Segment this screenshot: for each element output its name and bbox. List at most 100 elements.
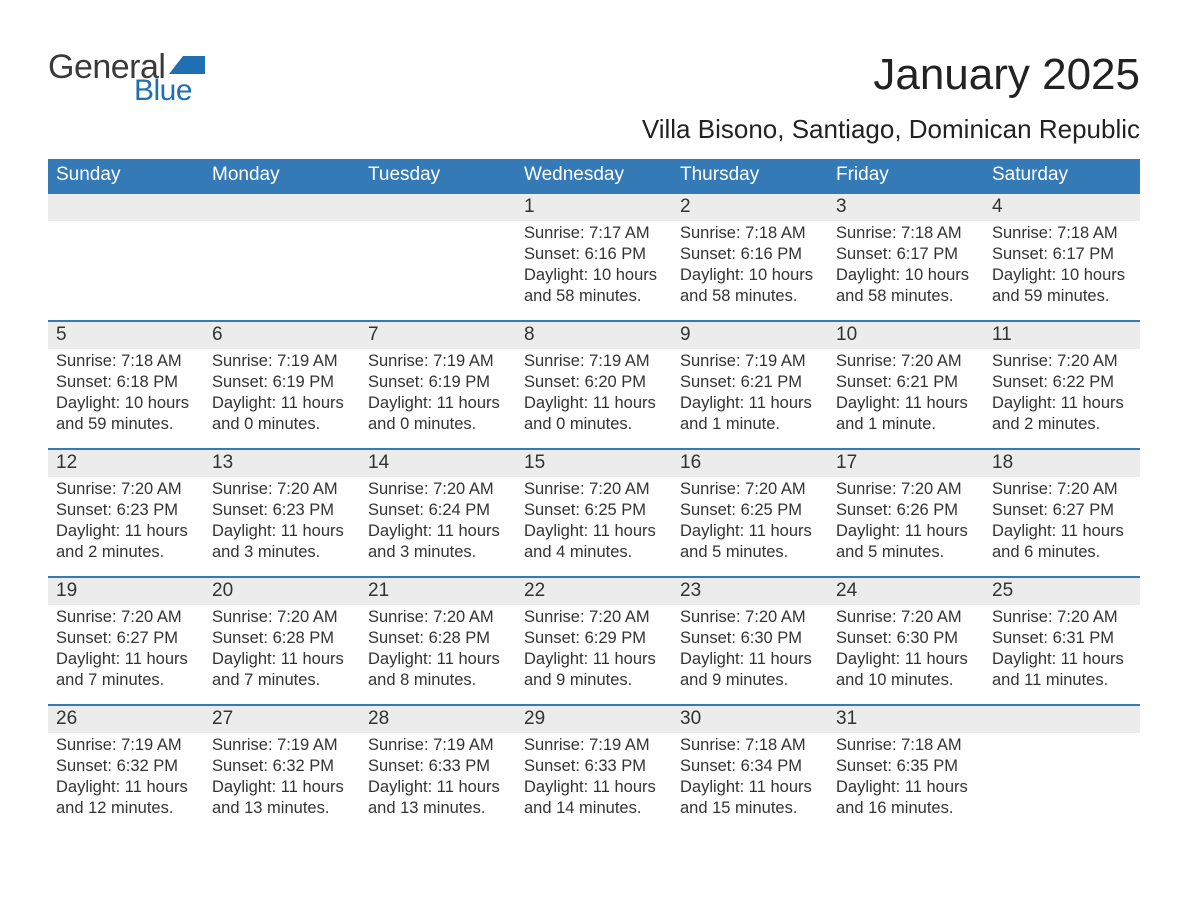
day-number: 9 xyxy=(672,322,828,349)
sunrise-line: Sunrise: 7:20 AM xyxy=(56,479,196,500)
day-detail: Sunrise: 7:20 AMSunset: 6:27 PMDaylight:… xyxy=(48,605,204,691)
calendar-day-cell: 5Sunrise: 7:18 AMSunset: 6:18 PMDaylight… xyxy=(48,322,204,448)
daylight-label: Daylight: xyxy=(992,650,1056,668)
sunset-value: 6:18 PM xyxy=(117,373,178,391)
sunrise-label: Sunrise: xyxy=(680,480,741,498)
calendar-week-row: 26 Sunrise: 7:19 AM Sunset: 6:32 PM Dayligh… xyxy=(48,704,1140,832)
sunrise-label: Sunrise: xyxy=(368,608,429,626)
calendar-week-row: 19Sunrise: 7:20 AMSunset: 6:27 PMDayligh… xyxy=(48,576,1140,704)
calendar-day-cell: 11Sunrise: 7:20 AMSunset: 6:22 PMDayligh… xyxy=(984,322,1140,448)
sunrise-value: 7:18 AM xyxy=(745,736,806,754)
day-number: 14 xyxy=(360,450,516,477)
sunrise-label: Sunrise: xyxy=(680,352,741,370)
day-detail: Sunrise: 7:18 AMSunset: 6:17 PMDaylight:… xyxy=(984,221,1140,307)
sunset-value: 6:19 PM xyxy=(429,373,490,391)
sunrise-line: Sunrise: 7:20 AM xyxy=(56,607,196,628)
daylight-line: Daylight: 11 hours and 1 minute. xyxy=(680,393,820,435)
daylight-line: Daylight: 11 hours and 1 minute. xyxy=(836,393,976,435)
daylight-label: Daylight: xyxy=(56,650,120,668)
sunset-line: Sunset: 6:21 PM xyxy=(680,372,820,393)
calendar-day-cell: 6Sunrise: 7:19 AMSunset: 6:19 PMDaylight… xyxy=(204,322,360,448)
sunset-value: 6:19 PM xyxy=(273,373,334,391)
calendar-day-cell: 24Sunrise: 7:20 AMSunset: 6:30 PMDayligh… xyxy=(828,578,984,704)
day-detail: Sunrise: 7:20 AMSunset: 6:21 PMDaylight:… xyxy=(828,349,984,435)
sunrise-line: Sunrise: 7:20 AM xyxy=(680,479,820,500)
calendar-day-cell: 29Sunrise: 7:19 AMSunset: 6:33 PMDayligh… xyxy=(516,706,672,832)
sunrise-value: 7:18 AM xyxy=(121,352,182,370)
calendar-day-cell: 27Sunrise: 7:19 AMSunset: 6:32 PMDayligh… xyxy=(204,706,360,832)
day-number: 17 xyxy=(828,450,984,477)
day-number: 31 xyxy=(828,706,984,733)
daylight-label: Daylight: xyxy=(680,266,744,284)
sunrise-label: Sunrise: xyxy=(524,608,585,626)
daylight-label: Daylight: xyxy=(836,266,900,284)
day-number: 25 xyxy=(984,578,1140,605)
day-number: 4 xyxy=(984,194,1140,221)
calendar-day-cell: 23Sunrise: 7:20 AMSunset: 6:30 PMDayligh… xyxy=(672,578,828,704)
sunrise-label: Sunrise: xyxy=(368,352,429,370)
day-detail: Sunrise: 7:20 AMSunset: 6:22 PMDaylight:… xyxy=(984,349,1140,435)
sunrise-label: Sunrise: xyxy=(992,480,1053,498)
daylight-label: Daylight: xyxy=(680,778,744,796)
sunset-value: 6:23 PM xyxy=(117,501,178,519)
sunset-line: Sunset: 6:28 PM xyxy=(368,628,508,649)
daylight-line: Daylight: 11 hours and 9 minutes. xyxy=(680,649,820,691)
sunset-label: Sunset: xyxy=(680,245,736,263)
sunset-line: Sunset: 6:30 PM xyxy=(836,628,976,649)
daylight-label: Daylight: xyxy=(212,522,276,540)
sunrise-label: Sunrise: xyxy=(836,608,897,626)
calendar-day-cell: 19Sunrise: 7:20 AMSunset: 6:27 PMDayligh… xyxy=(48,578,204,704)
daylight-line: Daylight: 10 hours and 58 minutes. xyxy=(680,265,820,307)
sunrise-label: Sunrise: xyxy=(212,736,273,754)
calendar-day-cell: 16Sunrise: 7:20 AMSunset: 6:25 PMDayligh… xyxy=(672,450,828,576)
sunrise-label: Sunrise: xyxy=(992,224,1053,242)
sunrise-value: 7:20 AM xyxy=(1057,352,1118,370)
calendar-day-cell: 13Sunrise: 7:20 AMSunset: 6:23 PMDayligh… xyxy=(204,450,360,576)
brand-logo: General Blue xyxy=(48,50,209,106)
calendar-day-cell: 8Sunrise: 7:19 AMSunset: 6:20 PMDaylight… xyxy=(516,322,672,448)
sunrise-value: 7:20 AM xyxy=(901,352,962,370)
daylight-line: Daylight: 10 hours and 58 minutes. xyxy=(836,265,976,307)
daylight-line: Daylight: 10 hours and 59 minutes. xyxy=(992,265,1132,307)
sunset-value: 6:23 PM xyxy=(273,501,334,519)
sunrise-value: 7:18 AM xyxy=(901,224,962,242)
calendar-day-cell: 1Sunrise: 7:17 AMSunset: 6:16 PMDaylight… xyxy=(516,194,672,320)
sunset-value: 6:34 PM xyxy=(741,757,802,775)
sunrise-value: 7:20 AM xyxy=(433,480,494,498)
sunrise-value: 7:19 AM xyxy=(433,736,494,754)
sunset-line: Sunset: 6:23 PM xyxy=(212,500,352,521)
day-number: 2 xyxy=(672,194,828,221)
daylight-line: Daylight: 11 hours and 15 minutes. xyxy=(680,777,820,819)
day-number: 26 xyxy=(48,706,204,733)
daylight-label: Daylight: xyxy=(836,394,900,412)
sunset-line: Sunset: 6:17 PM xyxy=(836,244,976,265)
sunset-value: 6:17 PM xyxy=(897,245,958,263)
day-detail: Sunrise: 7:18 AMSunset: 6:35 PMDaylight:… xyxy=(828,733,984,819)
sunrise-line: Sunrise: 7:18 AM xyxy=(992,223,1132,244)
header: General Blue January 2025 Villa Bisono, … xyxy=(48,50,1140,145)
sunset-label: Sunset: xyxy=(680,501,736,519)
sunset-label: Sunset: xyxy=(836,757,892,775)
day-number: 20 xyxy=(204,578,360,605)
sunset-value: 6:27 PM xyxy=(1053,501,1114,519)
calendar-body: 1Sunrise: 7:17 AMSunset: 6:16 PMDaylight… xyxy=(48,192,1140,832)
sunset-value: 6:32 PM xyxy=(273,757,334,775)
sunrise-label: Sunrise: xyxy=(212,608,273,626)
daylight-label: Daylight: xyxy=(212,778,276,796)
sunset-label: Sunset: xyxy=(680,629,736,647)
sunset-line: Sunset: 6:32 PM xyxy=(56,756,196,777)
day-number: 6 xyxy=(204,322,360,349)
sunrise-line: Sunrise: 7:18 AM xyxy=(56,351,196,372)
sunset-value: 6:33 PM xyxy=(585,757,646,775)
sunset-line: Sunset: 6:22 PM xyxy=(992,372,1132,393)
sunrise-value: 7:19 AM xyxy=(277,352,338,370)
sunset-line: Sunset: 6:30 PM xyxy=(680,628,820,649)
daylight-line: Daylight: 11 hours and 0 minutes. xyxy=(368,393,508,435)
daylight-line: Daylight: 11 hours and 13 minutes. xyxy=(212,777,352,819)
day-detail: Sunrise: 7:20 AMSunset: 6:25 PMDaylight:… xyxy=(672,477,828,563)
sunrise-value: 7:20 AM xyxy=(589,480,650,498)
day-number xyxy=(360,194,516,221)
sunrise-label: Sunrise: xyxy=(680,608,741,626)
day-detail: Sunrise: 7:19 AMSunset: 6:19 PMDaylight:… xyxy=(204,349,360,435)
day-detail: Sunrise: 7:19 AMSunset: 6:33 PMDaylight:… xyxy=(516,733,672,819)
